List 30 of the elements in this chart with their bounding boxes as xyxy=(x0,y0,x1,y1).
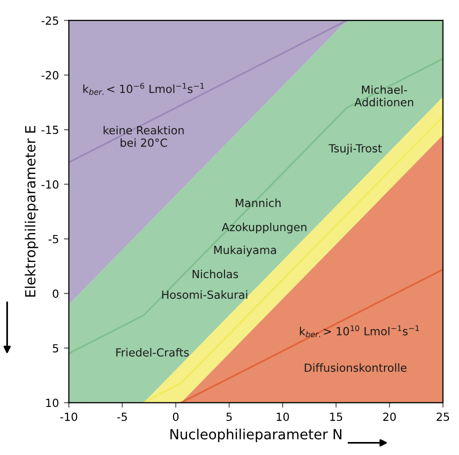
y-tick-label: -20 xyxy=(42,71,58,80)
x-tick-label: 25 xyxy=(436,412,450,421)
annotation: Diffusionskontrolle xyxy=(304,363,406,372)
annotation: Michael- Additionen xyxy=(354,85,414,106)
y-tick-label: -25 xyxy=(42,16,58,25)
x-tick-label: -5 xyxy=(117,412,127,421)
annotation: Tsuji-Trost xyxy=(328,144,382,155)
y-tick-label: 0 xyxy=(52,289,58,298)
y-tick-label: -10 xyxy=(42,180,58,189)
annotation: Friedel-Crafts xyxy=(116,348,189,357)
x-tick-label: 5 xyxy=(226,412,232,421)
annotation: Mannich xyxy=(236,198,281,208)
x-axis-title: Nucleophilieparameter N xyxy=(170,428,342,442)
y-tick-label: 10 xyxy=(46,398,58,408)
annotation: keine Reaktion bei 20°C xyxy=(104,126,184,147)
y-tick-label: -5 xyxy=(48,234,58,244)
y-tick-label: -15 xyxy=(42,126,58,134)
annotation: k$_{ber.}$< 10$^{−6}$ Lmol$^{−1}$s$^{−1}$ xyxy=(83,82,204,95)
y-tick-label: 5 xyxy=(52,344,58,352)
annotation: Mukaiyama xyxy=(214,246,276,256)
x-tick-label: 20 xyxy=(383,412,396,421)
x-tick-label: 15 xyxy=(330,412,342,421)
x-tick-label: 0 xyxy=(172,412,179,421)
y-axis-title: Elektrophilieparameter E xyxy=(24,126,38,297)
annotation: Nicholas xyxy=(192,270,238,278)
annotation: Azokupplungen xyxy=(222,222,306,234)
x-tick-label: -10 xyxy=(60,412,78,421)
x-tick-label: 10 xyxy=(276,412,289,421)
annotation: k$_{ber.}$> 10$^{10}$ Lmol$^{−1}$s$^{−1}$ xyxy=(300,325,419,338)
annotation: Hosomi-Sakurai xyxy=(162,290,248,299)
